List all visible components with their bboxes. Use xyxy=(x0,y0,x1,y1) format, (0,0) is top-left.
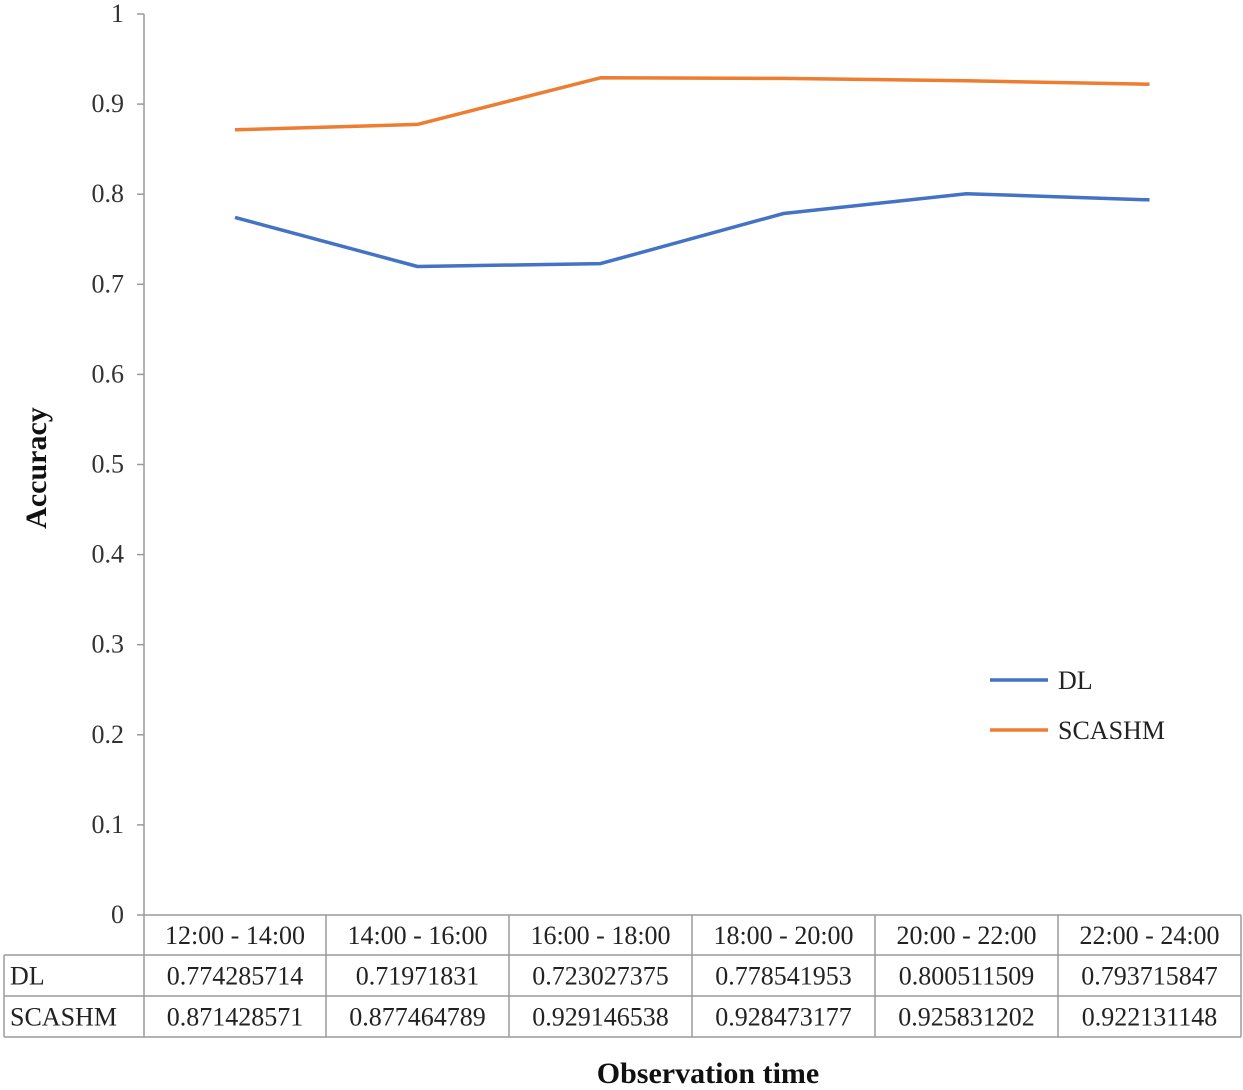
y-tick-label: 0 xyxy=(111,900,124,929)
category-label: 18:00 - 20:00 xyxy=(713,921,853,950)
y-axis: 0 0.1 0.2 0.3 0.4 0.5 0.6 0.7 0.8 0.9 1 xyxy=(92,0,145,929)
table-cell-value: 0.928473177 xyxy=(715,1003,852,1032)
y-tick-label: 0.4 xyxy=(92,540,125,569)
table-cell-value: 0.71971831 xyxy=(356,962,480,991)
category-label: 12:00 - 14:00 xyxy=(165,921,305,950)
table-cell-value: 0.871428571 xyxy=(167,1003,304,1032)
y-tick-label: 1 xyxy=(111,0,124,28)
y-axis-title: Accuracy xyxy=(20,407,53,529)
data-table: 12:00 - 14:00 14:00 - 16:00 16:00 - 18:00 1… xyxy=(3,914,1242,1038)
legend-label: DL xyxy=(1058,666,1093,695)
table-row-header: SCASHM xyxy=(10,1003,117,1032)
table-cell-value: 0.877464789 xyxy=(349,1003,486,1032)
y-tick-label: 0.7 xyxy=(92,269,125,298)
series-line-dl xyxy=(234,191,1150,269)
legend: DL SCASHM xyxy=(990,666,1165,745)
y-tick-label: 0.9 xyxy=(92,89,125,118)
table-cell-value: 0.778541953 xyxy=(715,962,852,991)
y-tick-label: 0.3 xyxy=(92,630,125,659)
legend-label: SCASHM xyxy=(1058,716,1165,745)
table-cell-value: 0.723027375 xyxy=(532,962,669,991)
y-tick-label: 0.6 xyxy=(92,359,125,388)
table-cell-value: 0.925831202 xyxy=(898,1003,1035,1032)
table-row-header: DL xyxy=(10,962,45,991)
category-label: 22:00 - 24:00 xyxy=(1079,921,1219,950)
y-tick-label: 0.5 xyxy=(92,450,125,479)
table-cell-value: 0.774285714 xyxy=(167,962,304,991)
table-cell-value: 0.800511509 xyxy=(899,962,1035,991)
category-label: 16:00 - 18:00 xyxy=(530,921,670,950)
plot-area xyxy=(234,76,1150,269)
table-cell-value: 0.929146538 xyxy=(532,1003,669,1032)
table-cell-value: 0.922131148 xyxy=(1082,1003,1218,1032)
y-tick-label: 0.8 xyxy=(92,179,125,208)
x-axis-title: Observation time xyxy=(597,1057,819,1090)
table-cell-value: 0.793715847 xyxy=(1081,962,1218,991)
y-tick-label: 0.1 xyxy=(92,810,125,839)
series-line-scashm xyxy=(234,76,1150,132)
category-label: 20:00 - 22:00 xyxy=(896,921,1036,950)
y-tick-label: 0.2 xyxy=(92,720,125,749)
category-label: 14:00 - 16:00 xyxy=(347,921,487,950)
